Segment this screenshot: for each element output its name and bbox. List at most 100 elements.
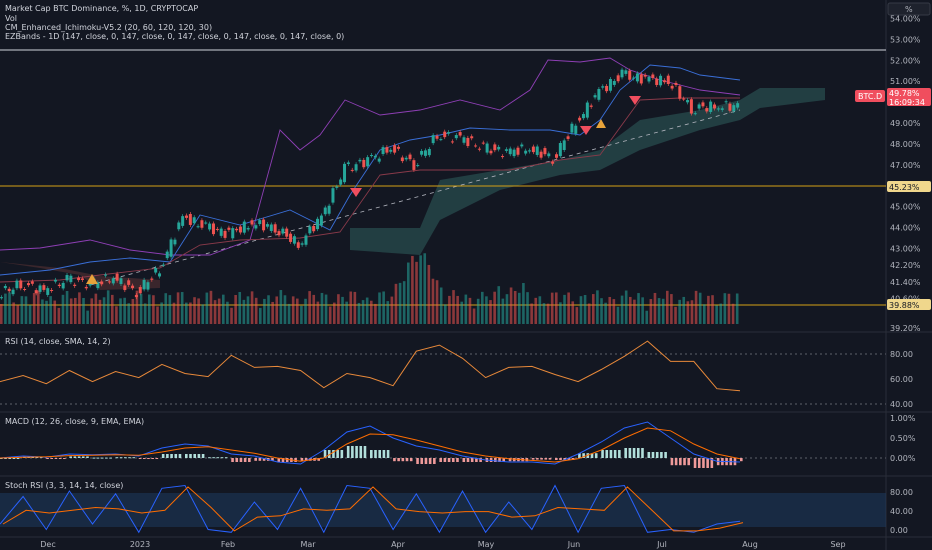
volume-bar bbox=[472, 308, 476, 324]
volume-bar bbox=[596, 290, 599, 324]
volume-bar bbox=[8, 292, 11, 324]
volume-bar bbox=[234, 294, 237, 324]
volume-bar bbox=[197, 298, 200, 324]
volume-bar bbox=[423, 253, 427, 324]
candle-body bbox=[728, 103, 732, 111]
candle-body bbox=[235, 228, 239, 231]
time-tick-label: Aug bbox=[742, 540, 758, 549]
candle-body bbox=[192, 217, 196, 224]
macd-histogram-bar bbox=[706, 458, 709, 468]
volume-bar bbox=[489, 300, 492, 324]
candle-body bbox=[516, 147, 520, 155]
volume-bar bbox=[312, 294, 316, 324]
volume-bar bbox=[629, 296, 632, 324]
volume-bar bbox=[657, 298, 661, 324]
macd-histogram-bar bbox=[479, 458, 482, 462]
candle-body bbox=[581, 114, 585, 119]
candle-body bbox=[57, 284, 61, 286]
volume-bar bbox=[464, 294, 468, 324]
buy-signal-icon-2 bbox=[596, 119, 606, 128]
candle-body bbox=[26, 283, 30, 286]
candle-body bbox=[242, 221, 246, 233]
macd-histogram-bar bbox=[405, 458, 409, 462]
candle-body bbox=[319, 215, 323, 226]
volume-bar bbox=[119, 298, 122, 324]
volume-bar bbox=[267, 295, 270, 324]
volume-bar bbox=[497, 286, 501, 324]
chart-title: Market Cap BTC Dominance, %, 1D, CRYPTOC… bbox=[5, 4, 198, 13]
candle-body bbox=[689, 99, 693, 114]
volume-bar bbox=[61, 294, 65, 324]
candle-body bbox=[96, 282, 100, 289]
candle-body bbox=[258, 220, 262, 225]
candle-body bbox=[69, 275, 73, 283]
candle-body bbox=[46, 288, 50, 295]
plot-background bbox=[0, 0, 886, 550]
volume-bar bbox=[209, 290, 213, 324]
candle-body bbox=[3, 285, 7, 289]
candle-body bbox=[0, 297, 3, 299]
candle-body bbox=[339, 179, 343, 185]
macd-histogram-bar bbox=[697, 458, 701, 468]
candle-body bbox=[635, 73, 639, 82]
candle-body bbox=[177, 222, 181, 230]
volume-bar bbox=[189, 302, 192, 324]
macd-histogram-bar bbox=[386, 450, 390, 458]
volume-bar bbox=[620, 295, 624, 324]
macd-histogram-bar bbox=[355, 446, 358, 458]
volume-bar bbox=[337, 294, 340, 324]
volume-bar bbox=[641, 297, 644, 324]
volume-bar bbox=[513, 290, 517, 324]
volume-bar bbox=[563, 294, 566, 324]
macd-histogram-bar bbox=[590, 453, 594, 458]
candle-body bbox=[250, 220, 254, 225]
symbol-label: BTC.D bbox=[858, 92, 882, 101]
price-series bbox=[0, 67, 740, 300]
volume-bar bbox=[333, 302, 336, 324]
volume-bar bbox=[250, 291, 254, 324]
candle-body bbox=[215, 228, 219, 230]
candle-body bbox=[30, 281, 34, 284]
candle-body bbox=[50, 289, 54, 291]
volume-bar bbox=[637, 293, 640, 324]
candle-body bbox=[65, 275, 69, 281]
volume-bar bbox=[0, 304, 3, 324]
macd-histogram-bar bbox=[262, 458, 266, 461]
volume-bar bbox=[719, 303, 723, 324]
macd-histogram-bar bbox=[548, 458, 552, 460]
candle-body bbox=[605, 85, 609, 92]
volume-bar bbox=[308, 291, 311, 324]
volume-bar bbox=[501, 298, 505, 324]
candle-body bbox=[477, 148, 481, 150]
candle-body bbox=[289, 233, 293, 242]
candle-body bbox=[366, 157, 370, 167]
macd-histogram-bar bbox=[567, 458, 571, 460]
volume-bar bbox=[386, 301, 390, 324]
stoch-k-line bbox=[0, 484, 741, 534]
candle-body bbox=[628, 70, 632, 80]
macd-histogram-bar bbox=[220, 457, 224, 459]
candle-body bbox=[15, 280, 19, 289]
candle-body bbox=[632, 77, 636, 79]
macd-histogram-bar bbox=[243, 458, 247, 462]
legend-rsi: RSI (14, close, SMA, 14, 2) bbox=[5, 337, 111, 346]
volume-bar bbox=[69, 298, 73, 324]
volume-bar bbox=[365, 297, 369, 324]
volume-bar bbox=[378, 292, 381, 324]
macd-histogram-bar bbox=[69, 456, 72, 458]
volume-bar bbox=[715, 305, 718, 324]
macd-histogram-bar bbox=[128, 457, 131, 459]
macd-histogram-bar bbox=[277, 458, 281, 462]
macd-histogram-bar bbox=[679, 458, 682, 466]
macd-histogram-bar bbox=[531, 458, 535, 460]
candle-body bbox=[370, 155, 373, 157]
candle-body bbox=[508, 148, 512, 155]
volume-bar bbox=[143, 303, 147, 324]
sell-signal-icon-2 bbox=[580, 126, 592, 135]
axis-unit-box[interactable] bbox=[887, 2, 931, 16]
macd-histogram-bar bbox=[370, 450, 373, 458]
candle-body bbox=[528, 150, 532, 152]
candle-body bbox=[662, 80, 666, 83]
